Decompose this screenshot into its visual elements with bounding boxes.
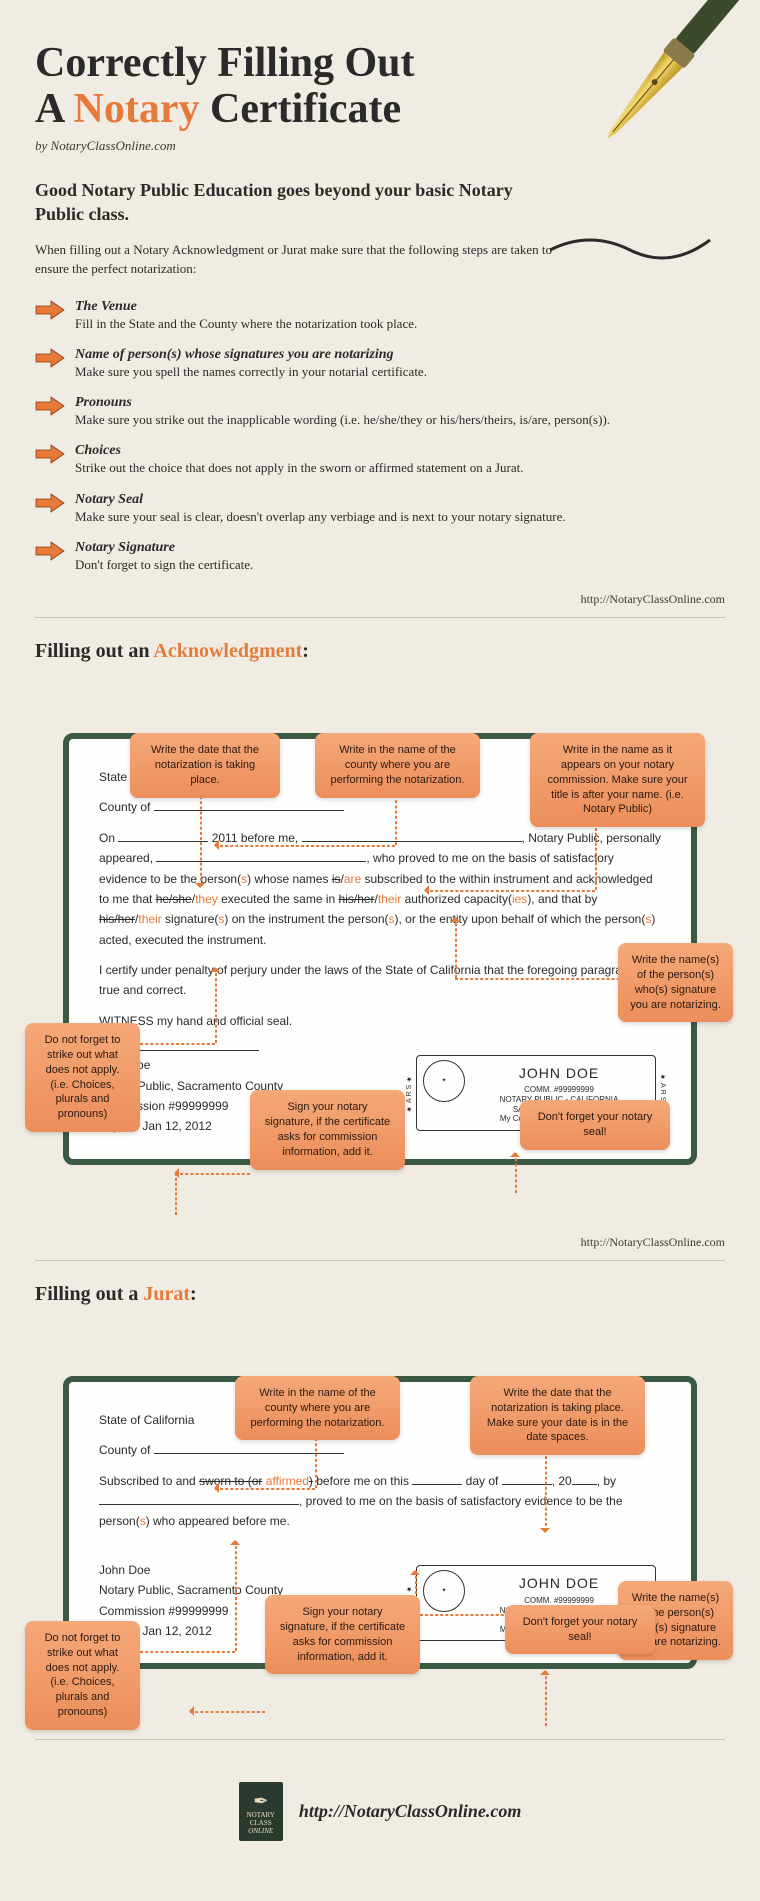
step-title: The Venue bbox=[75, 299, 725, 315]
step-item: PronounsMake sure you strike out the ina… bbox=[35, 395, 725, 429]
ack-title-accent: Acknowledgment bbox=[153, 640, 302, 662]
step-title: Pronouns bbox=[75, 395, 725, 411]
callout-jurat-seal: Don't forget your notary seal! bbox=[505, 1605, 655, 1655]
section-divider-2 bbox=[35, 1260, 725, 1261]
callout-ack-name: Write in the name as it appears on your … bbox=[530, 733, 705, 827]
callout-jurat-strike: Do not forget to strike out what does no… bbox=[25, 1621, 140, 1730]
footer-url: http://NotaryClassOnline.com bbox=[299, 1801, 522, 1821]
acknowledgment-form-wrap: Write the date that the notarization is … bbox=[35, 733, 725, 1165]
ack-title-a: Filling out an bbox=[35, 640, 153, 662]
step-item: The VenueFill in the State and the Count… bbox=[35, 299, 725, 333]
seal-stars-left: ★ARS★ bbox=[405, 1056, 415, 1130]
intro-paragraph: When filling out a Notary Acknowledgment… bbox=[35, 241, 555, 279]
step-item: ChoicesStrike out the choice that does n… bbox=[35, 443, 725, 477]
brand-logo: ✒ NOTARYCLASSONLINE bbox=[239, 1782, 283, 1841]
callout-ack-county: Write in the name of the county where yo… bbox=[315, 733, 480, 798]
arrow-icon bbox=[35, 300, 65, 320]
pen-nib-icon: ✒ bbox=[247, 1792, 275, 1812]
title-line2a: A bbox=[35, 86, 74, 132]
step-desc: Strike out the choice that does not appl… bbox=[75, 459, 725, 477]
ack-body: On 2011 before me, , Notary Public, pers… bbox=[99, 828, 661, 950]
footer-divider bbox=[35, 1739, 725, 1740]
title-accent: Notary bbox=[74, 86, 200, 132]
subheading: Good Notary Public Education goes beyond… bbox=[35, 179, 535, 226]
ack-title-b: : bbox=[302, 640, 309, 662]
jurat-form-wrap: Write in the name of the county where yo… bbox=[35, 1376, 725, 1670]
arrow-icon bbox=[35, 541, 65, 561]
arrow-icon bbox=[35, 396, 65, 416]
jurat-title-accent: Jurat bbox=[143, 1283, 190, 1305]
source-url-2: http://NotaryClassOnline.com bbox=[35, 1235, 725, 1250]
jurat-body: Subscribed to and sworn to (or affirmed)… bbox=[99, 1471, 661, 1532]
page: Correctly Filling Out A Notary Certifica… bbox=[0, 0, 760, 1901]
witness-text: WITNESS my hand and official seal. bbox=[99, 1011, 661, 1031]
byline: by NotaryClassOnline.com bbox=[35, 138, 725, 154]
certify-text: I certify under penalty of perjury under… bbox=[99, 960, 661, 1001]
step-item: Name of person(s) whose signatures you a… bbox=[35, 347, 725, 381]
footer: ✒ NOTARYCLASSONLINE http://NotaryClassOn… bbox=[35, 1762, 725, 1871]
title-line1: Correctly Filling Out bbox=[35, 40, 415, 86]
arrow-icon bbox=[35, 493, 65, 513]
jurat-title-a: Filling out a bbox=[35, 1283, 143, 1305]
callout-jurat-date: Write the date that the notarization is … bbox=[470, 1376, 645, 1455]
jurat-heading: Filling out a Jurat: bbox=[35, 1283, 725, 1306]
seal-emblem-icon: ✦ bbox=[423, 1060, 465, 1102]
arrow-icon bbox=[35, 444, 65, 464]
callout-ack-person: Write the name(s) of the person(s) who(s… bbox=[618, 943, 733, 1022]
jurat-title-b: : bbox=[190, 1283, 197, 1305]
callout-ack-sign: Sign your notary signature, if the certi… bbox=[250, 1090, 405, 1169]
title-line2b: Certificate bbox=[199, 86, 401, 132]
step-item: Notary SignatureDon't forget to sign the… bbox=[35, 540, 725, 574]
step-desc: Make sure your seal is clear, doesn't ov… bbox=[75, 508, 725, 526]
step-desc: Make sure you strike out the inapplicabl… bbox=[75, 411, 725, 429]
callout-jurat-county: Write in the name of the county where yo… bbox=[235, 1376, 400, 1441]
seal-emblem-icon: ✦ bbox=[423, 1570, 465, 1612]
main-title: Correctly Filling Out A Notary Certifica… bbox=[35, 40, 725, 132]
step-title: Choices bbox=[75, 443, 725, 459]
seal-comm: COMM. #99999999 bbox=[471, 1085, 647, 1095]
step-item: Notary SealMake sure your seal is clear,… bbox=[35, 492, 725, 526]
step-title: Name of person(s) whose signatures you a… bbox=[75, 347, 725, 363]
callout-ack-date: Write the date that the notarization is … bbox=[130, 733, 280, 798]
arrow-icon bbox=[35, 348, 65, 368]
callout-jurat-sign: Sign your notary signature, if the certi… bbox=[265, 1595, 420, 1674]
step-title: Notary Signature bbox=[75, 540, 725, 556]
source-url: http://NotaryClassOnline.com bbox=[35, 592, 725, 607]
callout-ack-strike: Do not forget to strike out what does no… bbox=[25, 1023, 140, 1132]
callout-ack-seal: Don't forget your notary seal! bbox=[520, 1100, 670, 1150]
step-desc: Don't forget to sign the certificate. bbox=[75, 556, 725, 574]
section-divider bbox=[35, 617, 725, 618]
step-desc: Make sure you spell the names correctly … bbox=[75, 363, 725, 381]
step-desc: Fill in the State and the County where t… bbox=[75, 315, 725, 333]
seal-name: JOHN DOE bbox=[471, 1062, 647, 1086]
acknowledgment-heading: Filling out an Acknowledgment: bbox=[35, 640, 725, 663]
step-title: Notary Seal bbox=[75, 492, 725, 508]
steps-list: The VenueFill in the State and the Count… bbox=[35, 299, 725, 574]
